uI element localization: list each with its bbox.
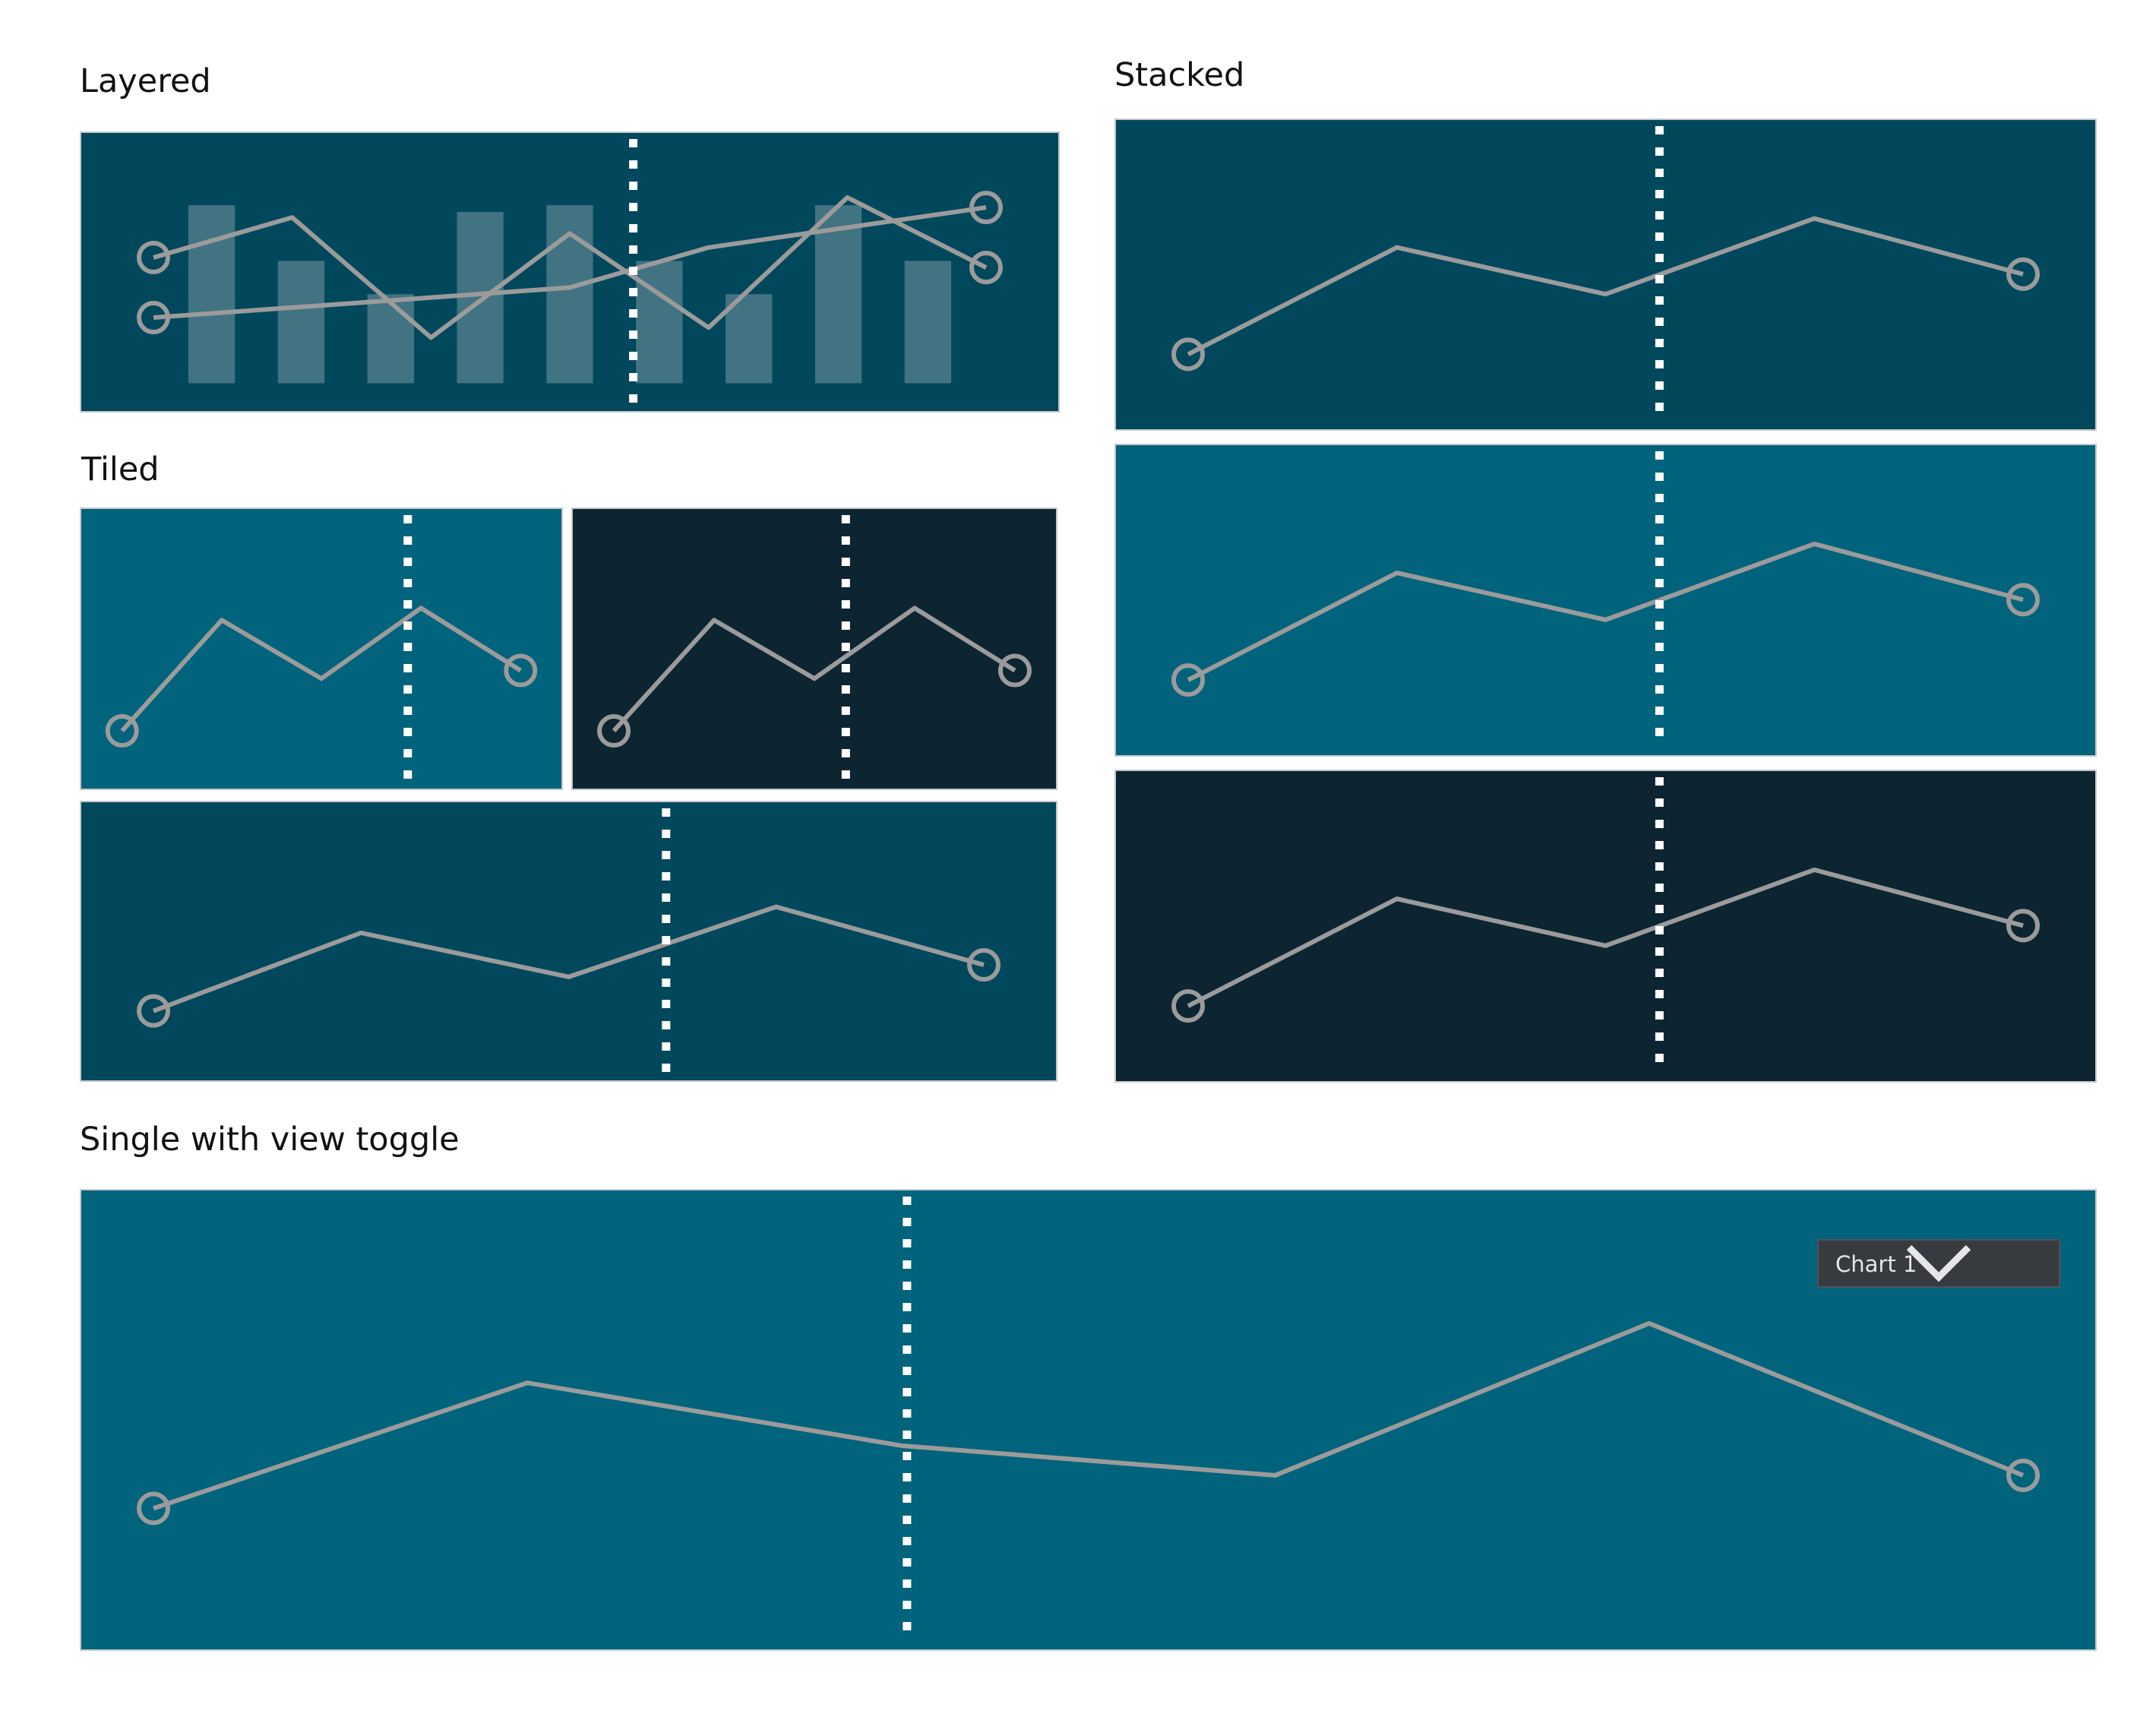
- chart-view-dropdown-label: Chart 1: [1835, 1251, 1917, 1277]
- endpoint-marker: [969, 191, 1003, 225]
- endpoint-marker: [997, 653, 1032, 688]
- endpoint-marker: [504, 653, 538, 688]
- tiled-3-plot: [137, 808, 1001, 1074]
- tiled-chart-panel-1: [80, 507, 563, 790]
- bar: [457, 211, 504, 384]
- tiled-chart-panel-3: [80, 801, 1057, 1082]
- tiled-2-plot: [597, 515, 1032, 783]
- series-line: [152, 904, 985, 1013]
- series-line: [1187, 216, 2024, 357]
- bar: [814, 205, 862, 384]
- series-line: [1187, 541, 2024, 682]
- tiled-chart-panel-2: [571, 507, 1057, 790]
- endpoint-marker: [2006, 909, 2040, 943]
- endpoint-marker: [1171, 337, 1205, 372]
- single-chart-panel: Chart 1: [80, 1189, 2097, 1651]
- stacked-chart-panel-3: [1114, 770, 2097, 1083]
- series-line: [153, 1320, 2025, 1511]
- stacked-1-plot: [1171, 126, 2040, 423]
- bar: [904, 261, 952, 384]
- endpoint-marker: [2006, 1458, 2040, 1492]
- series-line: [153, 194, 988, 340]
- endpoint-marker: [137, 301, 170, 335]
- stacked-chart-panel-1: [1114, 119, 2097, 431]
- endpoint-marker: [137, 994, 170, 1028]
- series-line: [1187, 867, 2024, 1008]
- endpoint-marker: [137, 240, 170, 274]
- bar: [188, 205, 236, 384]
- series-line: [120, 605, 522, 733]
- endpoint-marker: [105, 714, 139, 748]
- layered-chart-panel: [80, 131, 1060, 413]
- chart-view-dropdown[interactable]: Chart 1: [1817, 1239, 2060, 1288]
- stacked-chart-panel-2: [1114, 444, 2097, 757]
- layered-plot: [137, 139, 1003, 405]
- chevron-down-icon: [1906, 1244, 1971, 1282]
- section-title-single: Single with view toggle: [80, 1121, 460, 1159]
- endpoint-marker: [969, 251, 1003, 285]
- endpoint-marker: [1171, 663, 1205, 697]
- bar: [726, 294, 773, 384]
- bar: [277, 261, 325, 384]
- single-plot: [137, 1197, 2040, 1643]
- endpoint-marker: [137, 1491, 170, 1526]
- section-title-stacked: Stacked: [1114, 56, 1245, 94]
- section-title-tiled: Tiled: [81, 451, 160, 488]
- tiled-1-plot: [105, 515, 538, 783]
- stacked-3-plot: [1171, 777, 2040, 1075]
- bar: [636, 261, 683, 384]
- bar: [367, 294, 414, 384]
- endpoint-marker: [1171, 989, 1205, 1023]
- stacked-2-plot: [1171, 451, 2040, 749]
- series-line: [612, 605, 1016, 733]
- endpoint-marker: [597, 714, 631, 748]
- endpoint-marker: [967, 948, 1001, 982]
- endpoint-marker: [2006, 257, 2040, 291]
- endpoint-marker: [2006, 583, 2040, 617]
- section-title-layered: Layered: [80, 62, 211, 100]
- series-line: [153, 205, 987, 321]
